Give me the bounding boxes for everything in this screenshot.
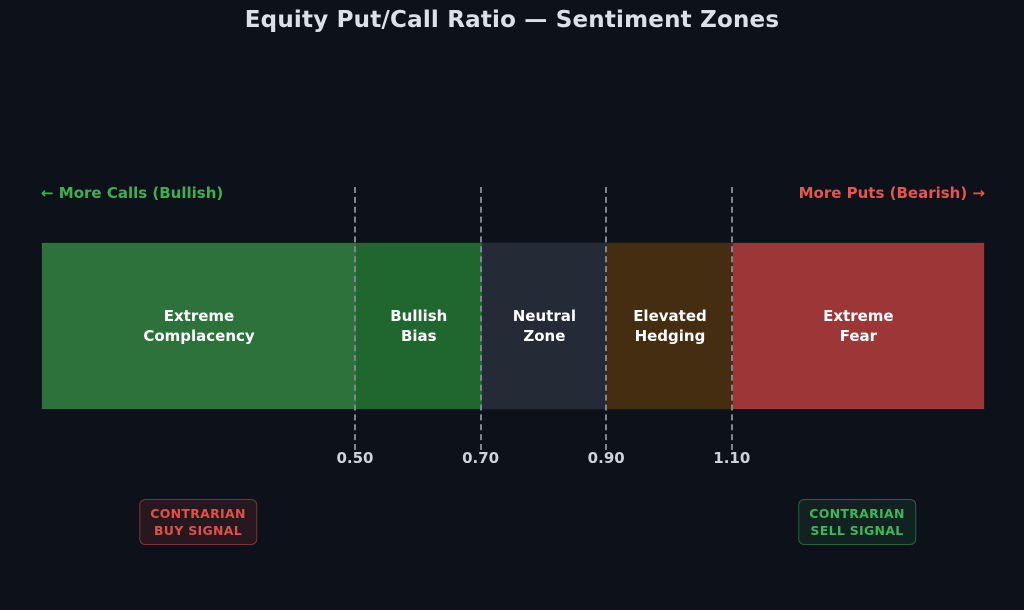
direction-label-bearish: More Puts (Bearish) → (798, 184, 985, 202)
contrarian-buy-signal-badge: CONTRARIAN BUY SIGNAL (139, 499, 257, 545)
zone-neutral-zone: Neutral Zone (481, 243, 608, 409)
chart-title: Equity Put/Call Ratio — Sentiment Zones (244, 7, 780, 33)
contrarian-sell-signal-badge: CONTRARIAN SELL SIGNAL (798, 499, 916, 545)
zone-bullish-bias: Bullish Bias (355, 243, 482, 409)
axis-tick-layer: 0.50 0.70 0.90 1.10 (41, 449, 983, 471)
zone-extreme-fear: Extreme Fear (732, 243, 984, 409)
zone-label: Extreme Complacency (143, 307, 255, 345)
axis-tick-label: 1.10 (713, 449, 751, 467)
zone-label: Extreme Fear (823, 307, 894, 345)
badge-line: BUY SIGNAL (153, 523, 243, 538)
zone-elevated-hedging: Elevated Hedging (607, 243, 733, 409)
zone-label: Elevated Hedging (633, 307, 707, 345)
zone-extreme-complacency: Extreme Complacency (42, 243, 356, 409)
zone-band: Extreme Complacency Bullish Bias Neutral Z… (41, 242, 985, 410)
badge-line: CONTRARIAN (150, 506, 246, 521)
zone-label: Neutral Zone (512, 307, 576, 345)
axis-tick-label: 0.90 (587, 449, 625, 467)
axis-tick-label: 0.70 (462, 449, 500, 467)
direction-label-bullish: ← More Calls (Bullish) (41, 184, 224, 202)
axis-tick-label: 0.50 (336, 449, 374, 467)
badge-line: SELL SIGNAL (810, 523, 904, 538)
zone-label: Bullish Bias (390, 307, 448, 345)
badge-line: CONTRARIAN (809, 506, 905, 521)
